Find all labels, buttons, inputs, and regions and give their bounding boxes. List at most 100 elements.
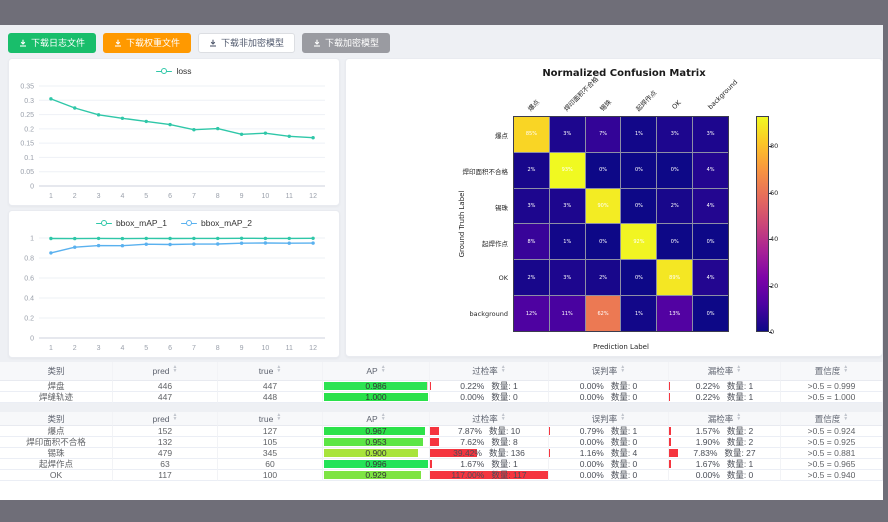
column-header-cls: 类别 bbox=[0, 362, 113, 381]
column-header-misjudge[interactable]: 误判率 ▲ ▼ bbox=[549, 412, 669, 426]
column-header-true[interactable]: true ▲ ▼ bbox=[218, 362, 323, 381]
matrix-row-label: 爆点 bbox=[495, 132, 508, 140]
svg-text:3: 3 bbox=[97, 345, 101, 352]
table-row: 焊缝轨迹 447 448 1.000 0.00% 数量: 0 0.00% 数量: 0… bbox=[0, 392, 883, 403]
column-header-ap[interactable]: AP ▲ ▼ bbox=[323, 362, 430, 381]
column-header-true[interactable]: true ▲ ▼ bbox=[218, 412, 323, 426]
table-row: 爆点 152 127 0.967 7.87% 数量: 10 0.79% 数量: 1 … bbox=[0, 426, 883, 437]
ap-cell: 0.996 bbox=[323, 459, 430, 470]
column-header-miss[interactable]: 漏检率 ▲ ▼ bbox=[669, 362, 781, 381]
matrix-cell-4-1: 3% bbox=[549, 260, 585, 296]
matrix-col-label: 起焊作点 bbox=[634, 88, 659, 113]
column-header-miss[interactable]: 漏检率 ▲ ▼ bbox=[669, 412, 781, 426]
table-header-row: 类别 pred ▲ ▼ true ▲ ▼ AP ▲ ▼ 过检率 ▲ ▼ 误判率 ▲ ▼ 漏检率 ▲ ▼ 置信度 ▲ ▼ bbox=[0, 412, 883, 426]
sort-icon[interactable]: ▲ ▼ bbox=[843, 364, 849, 374]
matrix-cell-3-2: 0% bbox=[585, 224, 621, 260]
column-header-overkill[interactable]: 过检率 ▲ ▼ bbox=[430, 412, 549, 426]
button-label: 下载加密模型 bbox=[325, 37, 380, 48]
sort-icon[interactable]: ▲ ▼ bbox=[380, 412, 386, 422]
sort-icon[interactable]: ▲ ▼ bbox=[380, 364, 386, 374]
matrix-cell-2-3: 0% bbox=[621, 188, 657, 224]
legend-item-bbox_mAP_1[interactable]: bbox_mAP_1 bbox=[95, 218, 167, 228]
matrix-cell-2-0: 3% bbox=[514, 188, 549, 224]
download-button-0[interactable]: 下载日志文件 bbox=[8, 33, 97, 53]
sort-icon[interactable]: ▲ ▼ bbox=[620, 412, 626, 422]
legend-item-loss[interactable]: loss bbox=[156, 66, 192, 76]
sort-icon[interactable]: ▲ ▼ bbox=[172, 364, 178, 374]
matrix-cell-2-5: 4% bbox=[693, 188, 728, 224]
column-header-overkill[interactable]: 过检率 ▲ ▼ bbox=[430, 362, 549, 381]
rate-cell: 1.67% 数量: 1 bbox=[430, 459, 549, 470]
map-chart[interactable]: 00.20.40.60.811 2 3 4 5 6 7 8 9 10 11 12 bbox=[9, 232, 337, 356]
rate-cell: 0.00% 数量: 0 bbox=[549, 459, 669, 470]
download-button-2[interactable]: 下载非加密模型 bbox=[198, 33, 296, 53]
sort-icon[interactable]: ▲ ▼ bbox=[172, 412, 178, 422]
loss-chart-card: loss 0 0.05 0.1 0.15 0.2 0.25 0.3 0.35 1 2 3 4 5 6 7 8 9… bbox=[8, 58, 340, 206]
metrics-table-1: 类别 pred ▲ ▼ true ▲ ▼ AP ▲ ▼ 过检率 ▲ ▼ 误判率 ▲ ▼ 漏检率 ▲ ▼ 置信度 ▲ ▼ 爆… bbox=[0, 412, 883, 481]
matrix-row-label: background bbox=[469, 310, 508, 318]
legend-item-bbox_mAP_2[interactable]: bbox_mAP_2 bbox=[181, 218, 252, 228]
matrix-cell-5-5: 0% bbox=[693, 296, 728, 331]
column-header-cls: 类别 bbox=[0, 412, 113, 426]
column-header-pred[interactable]: pred ▲ ▼ bbox=[113, 412, 218, 426]
matrix-col-label: 锡珠 bbox=[598, 98, 614, 113]
svg-text:7: 7 bbox=[192, 345, 196, 352]
svg-text:10: 10 bbox=[262, 345, 270, 352]
loss-chart-legend: loss bbox=[9, 59, 339, 80]
table-row: 锡珠 479 345 0.900 39.42% 数量: 136 1.16% 数量: … bbox=[0, 448, 883, 459]
confusion-matrix-title: Normalized Confusion Matrix bbox=[542, 68, 706, 79]
rate-cell: 0.22% 数量: 1 bbox=[669, 381, 781, 392]
matrix-cell-1-3: 0% bbox=[621, 152, 657, 188]
class-cell: 焊盘 bbox=[0, 381, 113, 392]
pred-cell: 446 bbox=[113, 381, 218, 392]
download-button-3[interactable]: 下载加密模型 bbox=[302, 33, 391, 53]
confidence-cell: >0.5 = 0.999 bbox=[781, 381, 883, 392]
sort-icon[interactable]: ▲ ▼ bbox=[736, 412, 742, 422]
y-axis-label: Ground Truth Label bbox=[458, 190, 466, 258]
true-cell: 100 bbox=[218, 470, 323, 481]
svg-text:2: 2 bbox=[73, 345, 77, 352]
svg-text:0.15: 0.15 bbox=[20, 141, 34, 148]
confusion-matrix-figure: Normalized Confusion Matrix 85% 3% 7% 1% 3% 3… bbox=[346, 59, 882, 356]
matrix-cell-2-1: 3% bbox=[549, 188, 585, 224]
colorbar bbox=[756, 116, 769, 332]
matrix-cell-1-2: 0% bbox=[585, 152, 621, 188]
sort-icon[interactable]: ▲ ▼ bbox=[500, 364, 506, 374]
column-header-pred[interactable]: pred ▲ ▼ bbox=[113, 362, 218, 381]
download-button-1[interactable]: 下载权重文件 bbox=[103, 33, 192, 53]
matrix-cell-1-4: 0% bbox=[657, 152, 693, 188]
loss-chart[interactable]: 00.050.10.150.20.250.30.351 2 3 4 5 6 7 8 9 10 11 1… bbox=[9, 80, 337, 204]
svg-text:0.05: 0.05 bbox=[20, 169, 34, 176]
svg-text:0.8: 0.8 bbox=[24, 256, 34, 263]
sort-icon[interactable]: ▲ ▼ bbox=[736, 364, 742, 374]
sort-icon[interactable]: ▲ ▼ bbox=[843, 412, 849, 422]
ap-cell: 0.900 bbox=[323, 448, 430, 459]
matrix-cell-4-4: 89% bbox=[657, 260, 693, 296]
class-cell: 锡珠 bbox=[0, 448, 113, 459]
class-cell: 起焊作点 bbox=[0, 459, 113, 470]
column-header-ap[interactable]: AP ▲ ▼ bbox=[323, 412, 430, 426]
matrix-cell-0-5: 3% bbox=[693, 117, 728, 152]
column-header-misjudge[interactable]: 误判率 ▲ ▼ bbox=[549, 362, 669, 381]
rate-cell: 7.83% 数量: 27 bbox=[669, 448, 781, 459]
svg-text:12: 12 bbox=[309, 345, 317, 352]
matrix-cell-5-0: 12% bbox=[514, 296, 549, 331]
rate-cell: 0.22% 数量: 1 bbox=[430, 381, 549, 392]
sort-icon[interactable]: ▲ ▼ bbox=[276, 364, 282, 374]
sort-icon[interactable]: ▲ ▼ bbox=[500, 412, 506, 422]
column-header-conf[interactable]: 置信度 ▲ ▼ bbox=[781, 362, 883, 381]
rate-cell: 1.57% 数量: 2 bbox=[669, 426, 781, 437]
sort-icon[interactable]: ▲ ▼ bbox=[620, 364, 626, 374]
matrix-cell-3-3: 92% bbox=[621, 224, 657, 260]
rate-cell: 0.00% 数量: 0 bbox=[549, 392, 669, 403]
matrix-col-label: 爆点 bbox=[526, 98, 542, 113]
table-row: OK 117 100 0.929 117.00% 数量: 117 0.00% 数量:… bbox=[0, 470, 883, 481]
matrix-cell-5-2: 62% bbox=[585, 296, 621, 331]
svg-text:8: 8 bbox=[216, 193, 220, 200]
svg-text:5: 5 bbox=[144, 193, 148, 200]
column-header-conf[interactable]: 置信度 ▲ ▼ bbox=[781, 412, 883, 426]
svg-text:0.1: 0.1 bbox=[24, 155, 34, 162]
sort-icon[interactable]: ▲ ▼ bbox=[276, 412, 282, 422]
rate-cell: 0.00% 数量: 0 bbox=[430, 392, 549, 403]
svg-text:10: 10 bbox=[262, 193, 270, 200]
